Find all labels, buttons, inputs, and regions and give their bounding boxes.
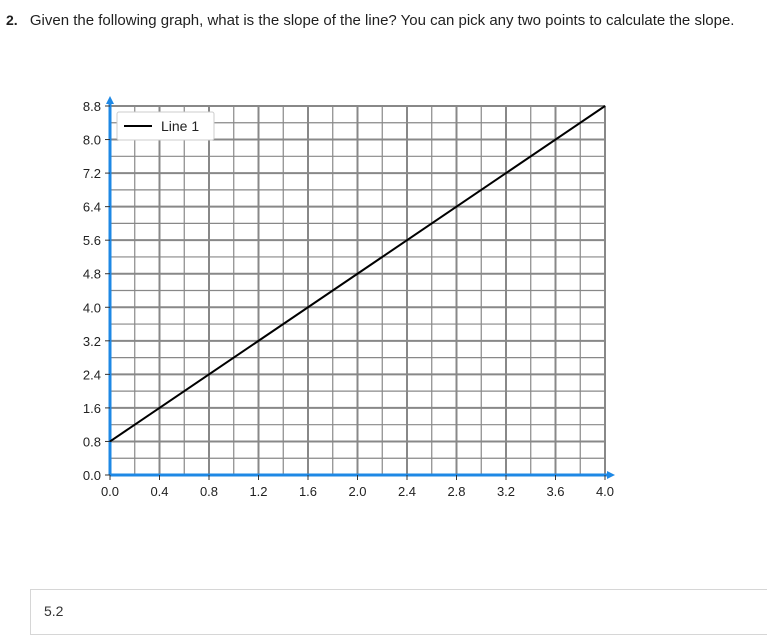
- legend-box: [116, 111, 215, 141]
- answer-input[interactable]: [44, 603, 724, 619]
- question-number: 2.: [6, 12, 18, 28]
- legend-label: Line 1: [161, 118, 199, 134]
- question-text-row: 2. Given the following graph, what is th…: [6, 10, 734, 31]
- x-tick-label: 1.2: [249, 484, 267, 499]
- y-tick-label: 2.4: [83, 367, 101, 382]
- x-tick-label: 0.4: [150, 484, 168, 499]
- y-tick-label: 8.0: [83, 133, 101, 148]
- y-tick-label: 0.0: [83, 468, 101, 483]
- y-tick-label: 7.2: [83, 166, 101, 181]
- y-tick-label: 4.0: [83, 300, 101, 315]
- y-tick-label: 3.2: [83, 334, 101, 349]
- line-chart: 0.0 0.4 0.8 1.2 1.6 2.0 2.4 2.8 3.2 3.6 4.0 0.0 0.8 1…: [83, 96, 615, 499]
- x-tick-label: 0.8: [200, 484, 218, 499]
- x-tick-label: 4.0: [596, 484, 614, 499]
- x-tick-label: 1.6: [299, 484, 317, 499]
- x-tick-label: 2.0: [348, 484, 366, 499]
- question-prompt: Given the following graph, what is the s…: [29, 12, 735, 29]
- x-tick-label: 2.4: [398, 484, 416, 499]
- y-tick-label: 5.6: [83, 233, 101, 248]
- y-tick-label: 1.6: [83, 401, 101, 416]
- x-tick-label: 3.2: [497, 484, 515, 499]
- series-line: [109, 105, 606, 443]
- y-tick-label: 8.8: [83, 99, 101, 114]
- x-tick-label: 2.8: [447, 484, 465, 499]
- y-tick-label: 0.8: [83, 434, 101, 449]
- y-tick-label: 6.4: [83, 200, 101, 215]
- x-axis-arrow-icon: [607, 471, 615, 479]
- x-tick-label: 0.0: [101, 484, 119, 499]
- x-tick-label: 3.6: [546, 484, 564, 499]
- y-axis-arrow-icon: [106, 96, 114, 104]
- answer-box[interactable]: [30, 589, 767, 635]
- y-tick-label: 4.8: [83, 267, 101, 282]
